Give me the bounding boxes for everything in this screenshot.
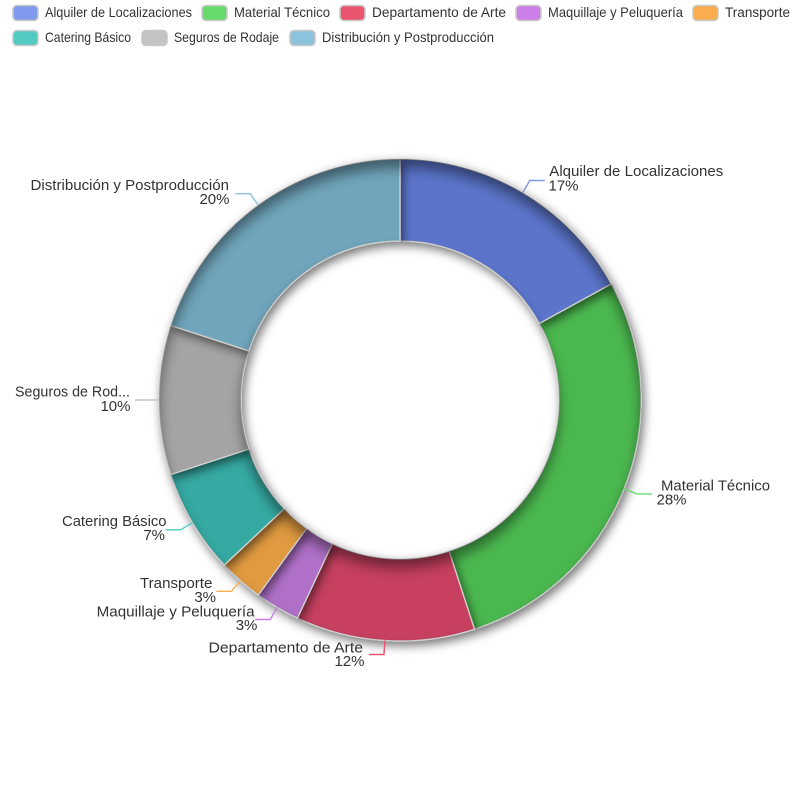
svg-text:3%: 3% — [236, 617, 258, 634]
svg-text:12%: 12% — [334, 653, 364, 670]
svg-text:17%: 17% — [549, 177, 579, 194]
svg-text:Alquiler de Localizaciones: Alquiler de Localizaciones — [549, 163, 723, 180]
svg-text:Maquillaje y Peluquería: Maquillaje y Peluquería — [97, 604, 256, 621]
svg-text:28%: 28% — [657, 492, 687, 509]
svg-text:3%: 3% — [194, 589, 216, 606]
svg-text:Seguros de Rodaje: Seguros de Rodaje — [174, 29, 279, 45]
svg-text:20%: 20% — [199, 191, 229, 208]
svg-text:Material Técnico: Material Técnico — [234, 4, 330, 20]
svg-text:Distribución y Postproducción: Distribución y Postproducción — [322, 29, 494, 45]
svg-text:Catering Básico: Catering Básico — [45, 29, 131, 45]
svg-text:7%: 7% — [143, 527, 165, 544]
svg-text:Transporte: Transporte — [725, 4, 790, 20]
svg-text:Departamento de Arte: Departamento de Arte — [372, 4, 506, 20]
svg-text:Maquillaje y Peluquería: Maquillaje y Peluquería — [548, 4, 683, 20]
svg-text:Material Técnico: Material Técnico — [661, 477, 770, 494]
svg-text:Distribución y Postproducción: Distribución y Postproducción — [31, 177, 230, 194]
svg-text:Catering Básico: Catering Básico — [62, 513, 167, 530]
svg-text:Transporte: Transporte — [140, 575, 212, 592]
svg-text:Alquiler de Localizaciones: Alquiler de Localizaciones — [45, 4, 192, 20]
svg-text:Seguros de Rod...: Seguros de Rod... — [15, 383, 130, 400]
svg-text:10%: 10% — [100, 398, 130, 415]
svg-text:Departamento de Arte: Departamento de Arte — [209, 640, 364, 657]
